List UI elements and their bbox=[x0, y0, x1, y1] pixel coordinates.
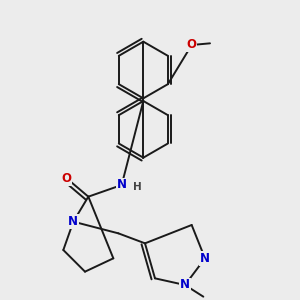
Text: N: N bbox=[180, 278, 190, 292]
Text: O: O bbox=[187, 38, 197, 52]
Text: N: N bbox=[200, 252, 210, 265]
Text: H: H bbox=[133, 182, 142, 192]
Text: N: N bbox=[117, 178, 127, 191]
Text: O: O bbox=[62, 172, 72, 185]
Text: N: N bbox=[68, 215, 78, 228]
